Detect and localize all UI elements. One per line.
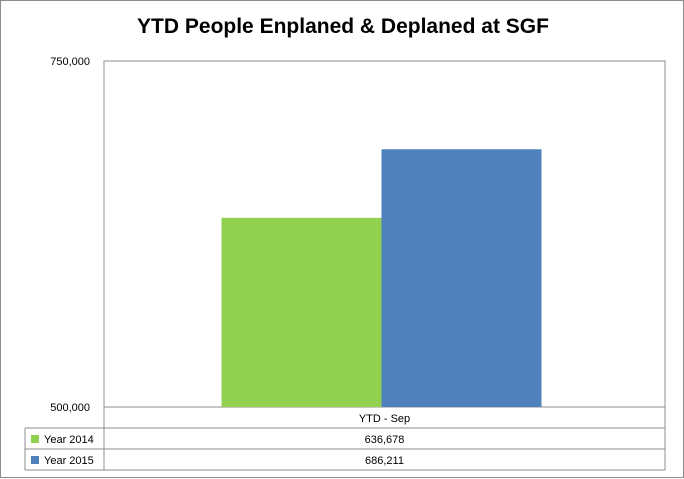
data-table-value: 686,211	[365, 455, 404, 467]
data-table-value: 636,678	[365, 434, 405, 446]
legend-label: Year 2014	[44, 434, 94, 446]
legend-swatch	[31, 456, 39, 464]
y-tick-label: 500,000	[50, 402, 90, 414]
chart-title: YTD People Enplaned & Deplaned at SGF	[137, 15, 549, 38]
bar-year-2015	[381, 149, 542, 407]
legend-label: Year 2015	[44, 455, 94, 467]
legend-swatch	[31, 435, 39, 443]
y-tick-label: 750,000	[50, 56, 90, 68]
bar-year-2014	[221, 217, 382, 407]
x-tick-label: YTD - Sep	[359, 413, 410, 425]
